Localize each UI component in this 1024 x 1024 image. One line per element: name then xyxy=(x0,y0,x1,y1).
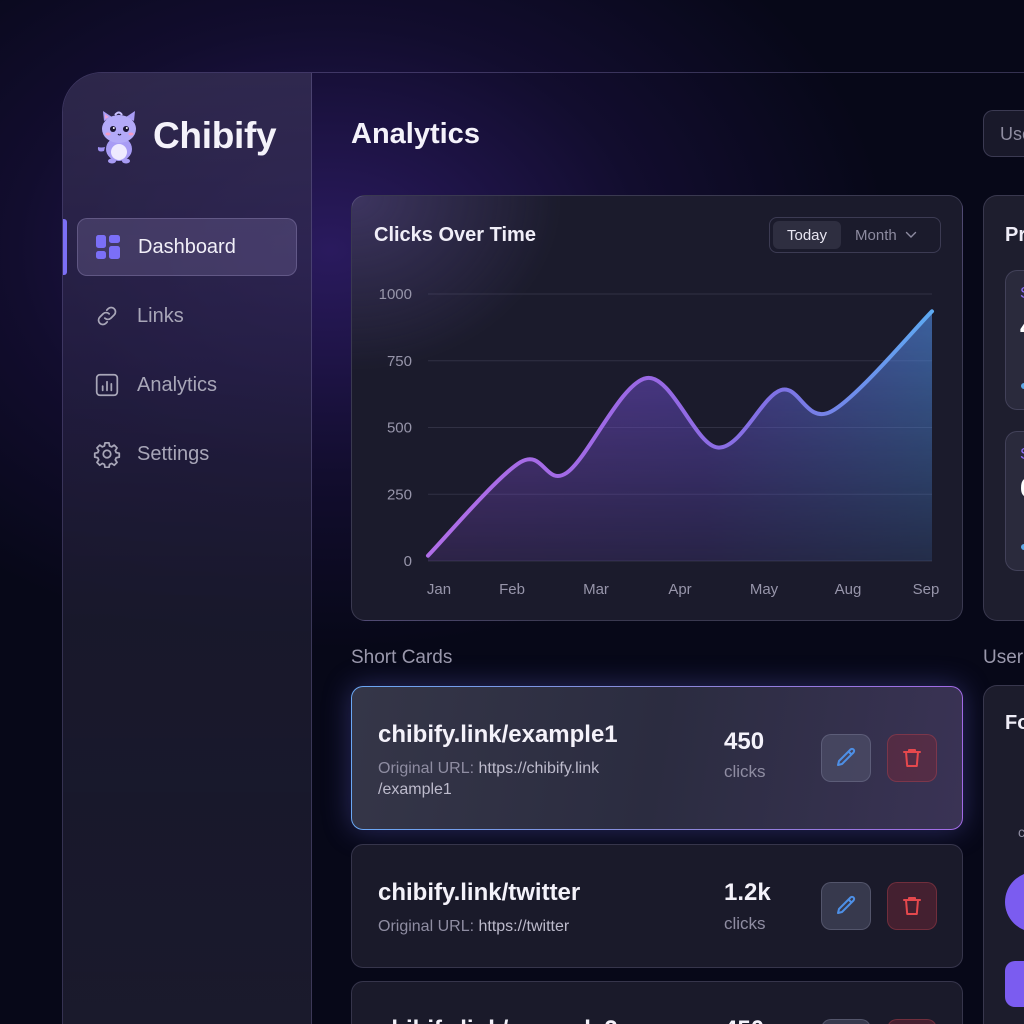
form-caption: c xyxy=(1018,824,1024,840)
main-content: Analytics Use Clicks Over Time Today Mon… xyxy=(313,73,1024,1024)
sidebar-item-label: Dashboard xyxy=(138,235,236,258)
area-line xyxy=(426,309,934,558)
svg-text:Aug: Aug xyxy=(835,581,862,598)
svg-text:Jan: Jan xyxy=(427,581,451,598)
edit-button[interactable] xyxy=(821,1019,871,1024)
delete-button[interactable] xyxy=(887,1019,937,1024)
app-window: Chibify Dashboard xyxy=(62,72,1024,1024)
svg-text:Sep: Sep xyxy=(913,581,940,598)
click-count-label: clicks xyxy=(724,914,766,933)
svg-text:Mar: Mar xyxy=(583,581,609,598)
trend-dot-icon xyxy=(1021,383,1024,389)
pencil-icon xyxy=(837,895,856,914)
sidebar-item-dashboard[interactable]: Dashboard xyxy=(77,218,297,276)
delete-button[interactable] xyxy=(887,734,937,782)
svg-text:500: 500 xyxy=(387,420,412,437)
app-name: Chibify xyxy=(153,115,277,156)
edit-button[interactable] xyxy=(821,882,871,930)
original-url-value: https://chibify.link xyxy=(478,760,600,777)
clicks-chart-card: Clicks Over Time Today Month xyxy=(351,195,963,621)
svg-text:Apr: Apr xyxy=(668,581,691,598)
link-icon xyxy=(93,302,121,330)
y-axis-ticks: 0 250 500 750 1000 xyxy=(379,286,412,570)
range-option-month[interactable]: Month xyxy=(841,221,931,249)
range-option-today[interactable]: Today xyxy=(773,221,842,249)
bar-chart-icon xyxy=(93,371,121,399)
sidebar-item-settings[interactable]: Settings xyxy=(77,425,297,483)
original-url-label: Original URL: xyxy=(378,918,479,935)
chevron-down-icon xyxy=(905,231,916,238)
stat-value: 4 xyxy=(1020,311,1024,343)
cat-mascot-icon xyxy=(97,111,136,164)
brand[interactable]: Chibify xyxy=(95,107,277,165)
click-count: 450 xyxy=(724,728,765,755)
performance-panel: Pr S 4 S 6 xyxy=(983,195,1024,621)
avatar[interactable] xyxy=(1005,872,1024,932)
short-url[interactable]: chibify.link/example1 xyxy=(378,721,618,748)
pencil-icon xyxy=(837,747,856,766)
range-toggle: Today Month xyxy=(769,217,941,253)
section-label-user: User xyxy=(983,647,1024,668)
user-form-panel: Fo c xyxy=(983,685,1024,1024)
original-url-value-cont: /example1 xyxy=(378,781,452,798)
short-url[interactable]: chibify.link/twitter xyxy=(378,879,581,906)
original-url: Original URL: https://twitter xyxy=(378,916,658,937)
area-chart: 0 250 500 750 1000 Jan Feb Mar Apr May Aug Sep xyxy=(379,286,940,598)
click-count-label: clicks xyxy=(724,762,766,781)
sidebar-nav: Dashboard Links xyxy=(77,218,297,494)
stat-label: S xyxy=(1020,285,1024,303)
short-link-card[interactable]: chibify.link/example2 450 xyxy=(351,981,963,1024)
original-url-value: https://twitter xyxy=(478,918,570,935)
short-link-card[interactable]: chibify.link/example1 Original URL: http… xyxy=(351,686,963,830)
active-indicator xyxy=(63,219,67,275)
x-axis-ticks: Jan Feb Mar Apr May Aug Sep xyxy=(427,581,939,598)
original-url-label: Original URL: xyxy=(378,760,479,777)
chart-title: Clicks Over Time xyxy=(374,224,536,246)
edit-button[interactable] xyxy=(821,734,871,782)
svg-text:250: 250 xyxy=(387,486,412,503)
stat-card[interactable]: S 4 xyxy=(1005,270,1024,410)
stat-card[interactable]: S 6 xyxy=(1005,431,1024,571)
stat-value: 6 xyxy=(1020,472,1024,504)
trend-dot-icon xyxy=(1021,544,1024,550)
sidebar-item-analytics[interactable]: Analytics xyxy=(77,356,297,414)
short-url[interactable]: chibify.link/example2 xyxy=(378,1016,618,1024)
sidebar-item-label: Analytics xyxy=(137,373,218,396)
svg-text:1000: 1000 xyxy=(379,286,412,303)
svg-text:750: 750 xyxy=(387,353,412,370)
svg-text:May: May xyxy=(750,581,779,598)
dashboard-grid-icon xyxy=(94,233,122,261)
sidebar-item-links[interactable]: Links xyxy=(77,287,297,345)
delete-button[interactable] xyxy=(887,882,937,930)
stat-label: S xyxy=(1020,446,1024,464)
form-title: Fo xyxy=(1005,712,1024,734)
original-url: Original URL: https://chibify.link /exam… xyxy=(378,758,658,800)
click-count: 450 xyxy=(724,1016,764,1024)
range-option-label: Month xyxy=(855,226,897,244)
trash-icon xyxy=(903,897,921,915)
primary-action-button[interactable] xyxy=(1005,961,1024,1007)
gear-icon xyxy=(93,440,121,468)
page-title: Analytics xyxy=(351,118,480,150)
svg-text:Feb: Feb xyxy=(499,581,525,598)
click-count: 1.2k xyxy=(724,879,771,906)
sidebar-item-label: Settings xyxy=(137,442,210,465)
area-fill xyxy=(428,311,932,561)
sidebar-item-label: Links xyxy=(137,304,184,327)
sidebar: Chibify Dashboard xyxy=(63,73,312,1024)
section-label-short-cards: Short Cards xyxy=(351,647,453,668)
short-link-card[interactable]: chibify.link/twitter Original URL: https… xyxy=(351,844,963,968)
svg-text:0: 0 xyxy=(404,553,412,570)
user-menu-button[interactable]: Use xyxy=(983,110,1024,157)
panel-title: Pr xyxy=(1005,224,1024,246)
trash-icon xyxy=(903,749,921,767)
